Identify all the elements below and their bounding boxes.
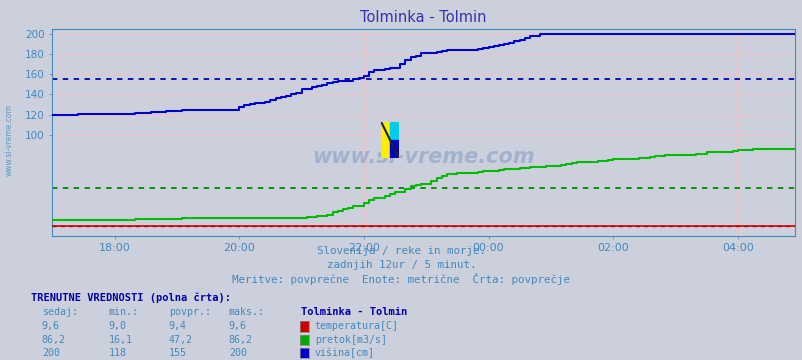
Text: temperatura[C]: temperatura[C] <box>314 321 399 332</box>
Text: 16,1: 16,1 <box>108 335 132 345</box>
Text: 118: 118 <box>108 348 126 358</box>
Text: Meritve: povprečne  Enote: metrične  Črta: povprečje: Meritve: povprečne Enote: metrične Črta:… <box>233 273 569 285</box>
Text: TRENUTNE VREDNOSTI (polna črta):: TRENUTNE VREDNOSTI (polna črta): <box>30 292 230 303</box>
Text: www.si-vreme.com: www.si-vreme.com <box>312 147 534 167</box>
Text: 155: 155 <box>168 348 186 358</box>
Text: 47,2: 47,2 <box>168 335 192 345</box>
Text: Slovenija / reke in morje.: Slovenija / reke in morje. <box>317 246 485 256</box>
Text: povpr.:: povpr.: <box>168 307 210 317</box>
Text: 9,4: 9,4 <box>168 321 186 332</box>
Text: www.si-vreme.com: www.si-vreme.com <box>5 104 14 176</box>
Text: 9,6: 9,6 <box>42 321 59 332</box>
Text: 9,6: 9,6 <box>229 321 246 332</box>
Text: 9,0: 9,0 <box>108 321 126 332</box>
Bar <box>381 122 390 158</box>
Text: pretok[m3/s]: pretok[m3/s] <box>314 335 387 345</box>
Text: 86,2: 86,2 <box>42 335 66 345</box>
Text: min.:: min.: <box>108 307 138 317</box>
Bar <box>390 140 399 158</box>
Title: Tolminka - Tolmin: Tolminka - Tolmin <box>360 10 486 25</box>
Text: maks.:: maks.: <box>229 307 265 317</box>
Text: višina[cm]: višina[cm] <box>314 347 375 358</box>
Text: sedaj:: sedaj: <box>42 307 78 317</box>
Text: 86,2: 86,2 <box>229 335 253 345</box>
Text: 200: 200 <box>42 348 59 358</box>
Text: zadnjih 12ur / 5 minut.: zadnjih 12ur / 5 minut. <box>326 260 476 270</box>
Text: Tolminka - Tolmin: Tolminka - Tolmin <box>301 307 407 317</box>
Text: 200: 200 <box>229 348 246 358</box>
Bar <box>390 122 399 140</box>
